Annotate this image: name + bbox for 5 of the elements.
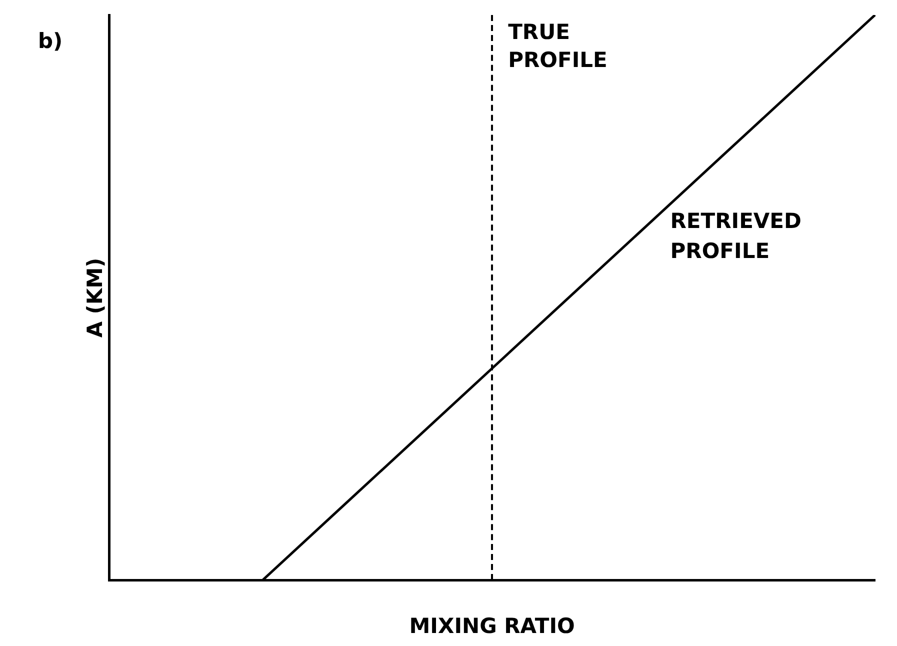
- y-axis-title: A (KM): [83, 258, 108, 338]
- annotation: TRUE PROFILE: [508, 20, 608, 72]
- x-axis-title: MIXING RATIO: [409, 614, 575, 638]
- text: b): [38, 28, 63, 53]
- series-label: RETRIEVED PROFILE: [670, 208, 802, 263]
